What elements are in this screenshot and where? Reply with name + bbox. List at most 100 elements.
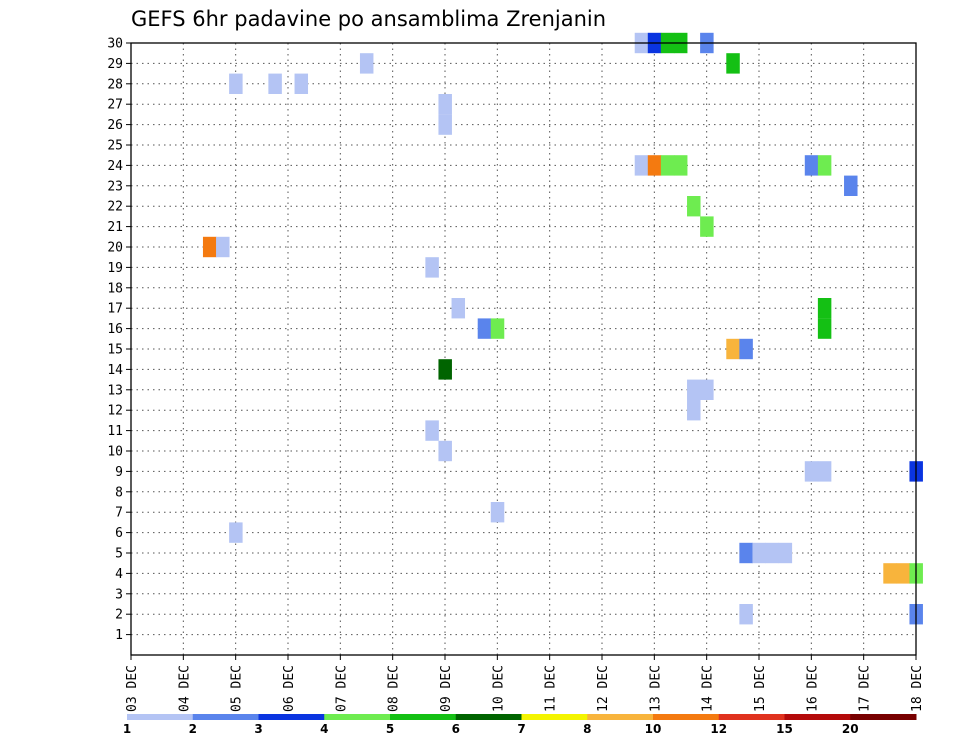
precip-cell [425,420,439,441]
y-tick-label: 13 [107,383,123,398]
y-tick-label: 14 [107,363,123,378]
x-tick-label: 17 DEC [858,665,873,712]
precip-cell [687,196,701,217]
precip-cell [817,461,832,482]
y-tick-label: 1 [115,628,123,643]
precip-cell [739,604,753,625]
y-tick-label: 15 [107,343,123,358]
precip-cell [438,359,452,380]
x-tick-label: 13 DEC [648,665,663,712]
precip-cell [739,338,753,360]
precip-cell [359,53,374,74]
y-tick-label: 12 [107,404,123,419]
precip-cell [883,563,897,584]
precip-cell [765,542,780,564]
legend-swatch [127,714,194,720]
x-tick-label: 06 DEC [282,665,297,712]
legend-swatch [192,714,259,720]
y-tick-label: 20 [107,241,123,256]
y-tick-label: 29 [107,57,123,72]
precip-cell [438,94,452,115]
x-tick-label: 18 DEC [910,665,925,712]
precip-cell [438,440,452,462]
legend-swatch [521,714,588,720]
legend-swatch [587,714,654,720]
legend-label: 3 [254,722,262,736]
legend-label: 2 [189,722,197,736]
legend-label: 1 [123,722,131,736]
legend-label: 4 [320,722,328,736]
legend-label: 5 [386,722,394,736]
precip-cell [490,502,505,523]
legend-swatch [258,714,325,720]
axis-ticks [126,42,917,660]
x-tick-label: 12 DEC [596,665,611,712]
precip-cell [425,257,439,278]
y-tick-label: 11 [107,424,123,439]
y-tick-label: 10 [107,445,123,460]
precip-cell [294,73,309,94]
y-tick-label: 22 [107,200,123,215]
y-tick-label: 9 [115,465,123,480]
y-tick-label: 8 [115,485,123,500]
precip-cell [634,155,649,176]
x-tick-label: 07 DEC [334,665,349,712]
precip-cell [726,338,740,360]
x-tick-label: 11 DEC [544,665,559,712]
legend-swatch [784,714,851,720]
y-axis-tick-labels: 1234567891011121314151617181920212223242… [107,37,123,644]
x-tick-label: 04 DEC [177,665,192,712]
y-tick-label: 19 [107,261,123,276]
plot-frame [130,42,917,656]
precip-cell [804,461,819,482]
legend-swatch [718,714,785,720]
precip-cell [451,298,466,319]
x-axis-tick-labels: 03 DEC 04 DEC 05 DEC 06 DEC 07 DEC 08 DEC 09 D… [125,665,925,712]
y-tick-label: 23 [107,179,123,194]
x-tick-label: 14 DEC [701,665,716,712]
legend-label: 10 [645,722,662,736]
precip-cell [700,216,714,237]
y-tick-label: 16 [107,322,123,337]
x-tick-label: 03 DEC [125,665,140,712]
y-tick-label: 24 [107,159,123,174]
precip-cell [817,298,832,319]
y-tick-label: 6 [115,526,123,541]
x-tick-label: 16 DEC [805,665,820,712]
precip-cell [438,114,452,135]
precip-cell [778,542,793,564]
chart-title: GEFS 6hr padavine po ansamblima Zrenjani… [131,7,606,31]
y-tick-label: 25 [107,139,123,154]
precip-cell [817,155,832,176]
x-tick-label: 08 DEC [387,665,402,712]
precip-cell [844,175,858,196]
y-tick-label: 3 [115,587,123,602]
y-tick-label: 4 [115,567,123,582]
precip-cell [660,155,675,176]
precip-cell [804,155,819,176]
y-tick-label: 21 [107,220,123,235]
y-tick-label: 28 [107,77,123,92]
y-tick-label: 5 [115,547,123,562]
y-tick-label: 30 [107,37,123,52]
precip-cell [229,73,243,94]
precip-cell [896,563,910,584]
y-tick-label: 17 [107,302,123,317]
grid-lines [131,42,916,655]
precip-cell [202,236,217,258]
y-tick-label: 7 [115,506,123,521]
legend-label: 8 [583,722,591,736]
y-tick-label: 18 [107,281,123,296]
precip-cell [216,236,230,258]
legend-label: 12 [710,722,727,736]
precip-cell [477,318,492,339]
precip-cell [817,318,832,339]
precip-cell [490,318,505,339]
legend-label: 6 [452,722,460,736]
legend-label: 15 [776,722,793,736]
precip-cell [700,379,714,400]
legend-swatch [324,714,391,720]
color-legend: 1 2 3 4 5 6 7 8 10 12 15 20 [123,714,917,736]
x-tick-label: 15 DEC [753,665,768,712]
